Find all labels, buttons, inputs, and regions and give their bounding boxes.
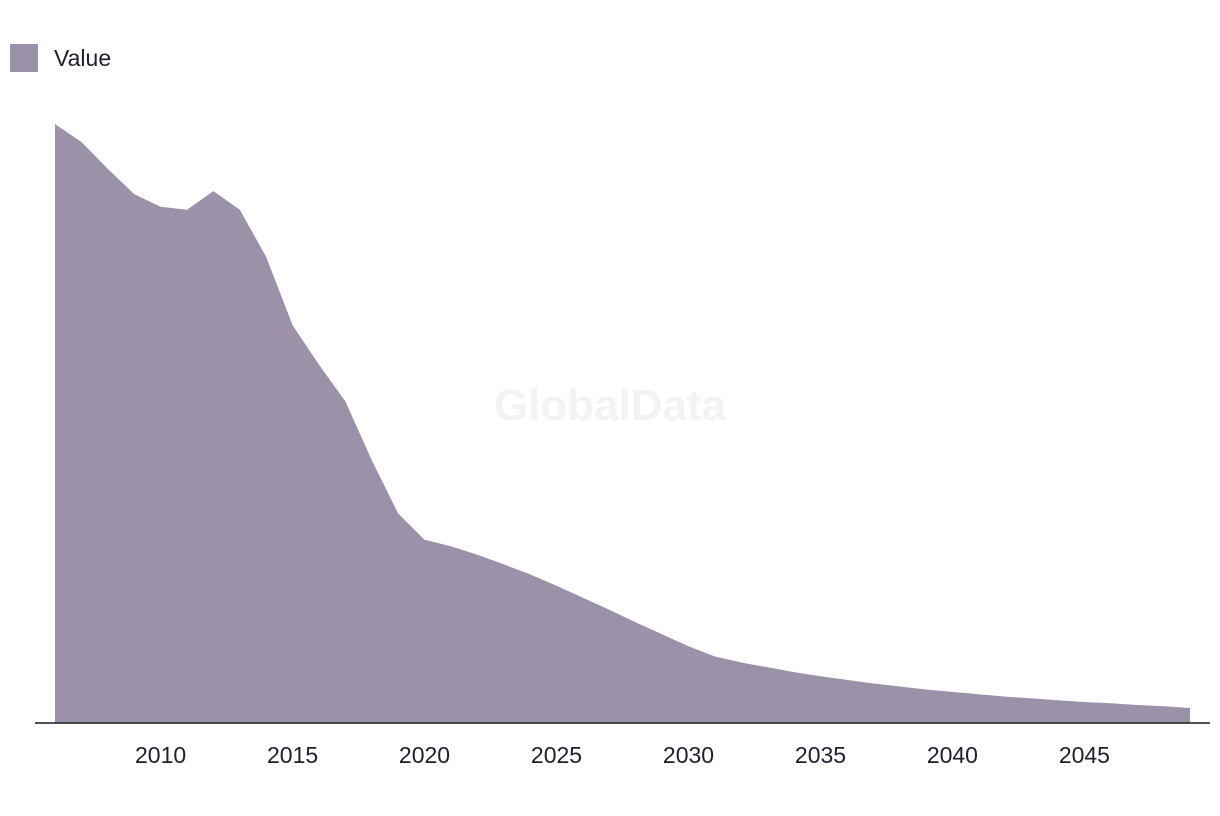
- legend-swatch: [10, 44, 38, 72]
- x-tick-label: 2020: [399, 742, 450, 768]
- x-tick-label: 2035: [795, 742, 846, 768]
- series-area-value: [55, 124, 1190, 723]
- watermark: GlobalData: [493, 381, 727, 430]
- x-tick-label: 2015: [267, 742, 318, 768]
- x-tick-label: 2045: [1059, 742, 1110, 768]
- x-tick-label: 2030: [663, 742, 714, 768]
- x-tick-label: 2040: [927, 742, 978, 768]
- x-tick-label: 2010: [135, 742, 186, 768]
- chart-legend: Value: [10, 44, 111, 72]
- legend-label: Value: [54, 44, 112, 71]
- x-tick-label: 2025: [531, 742, 582, 768]
